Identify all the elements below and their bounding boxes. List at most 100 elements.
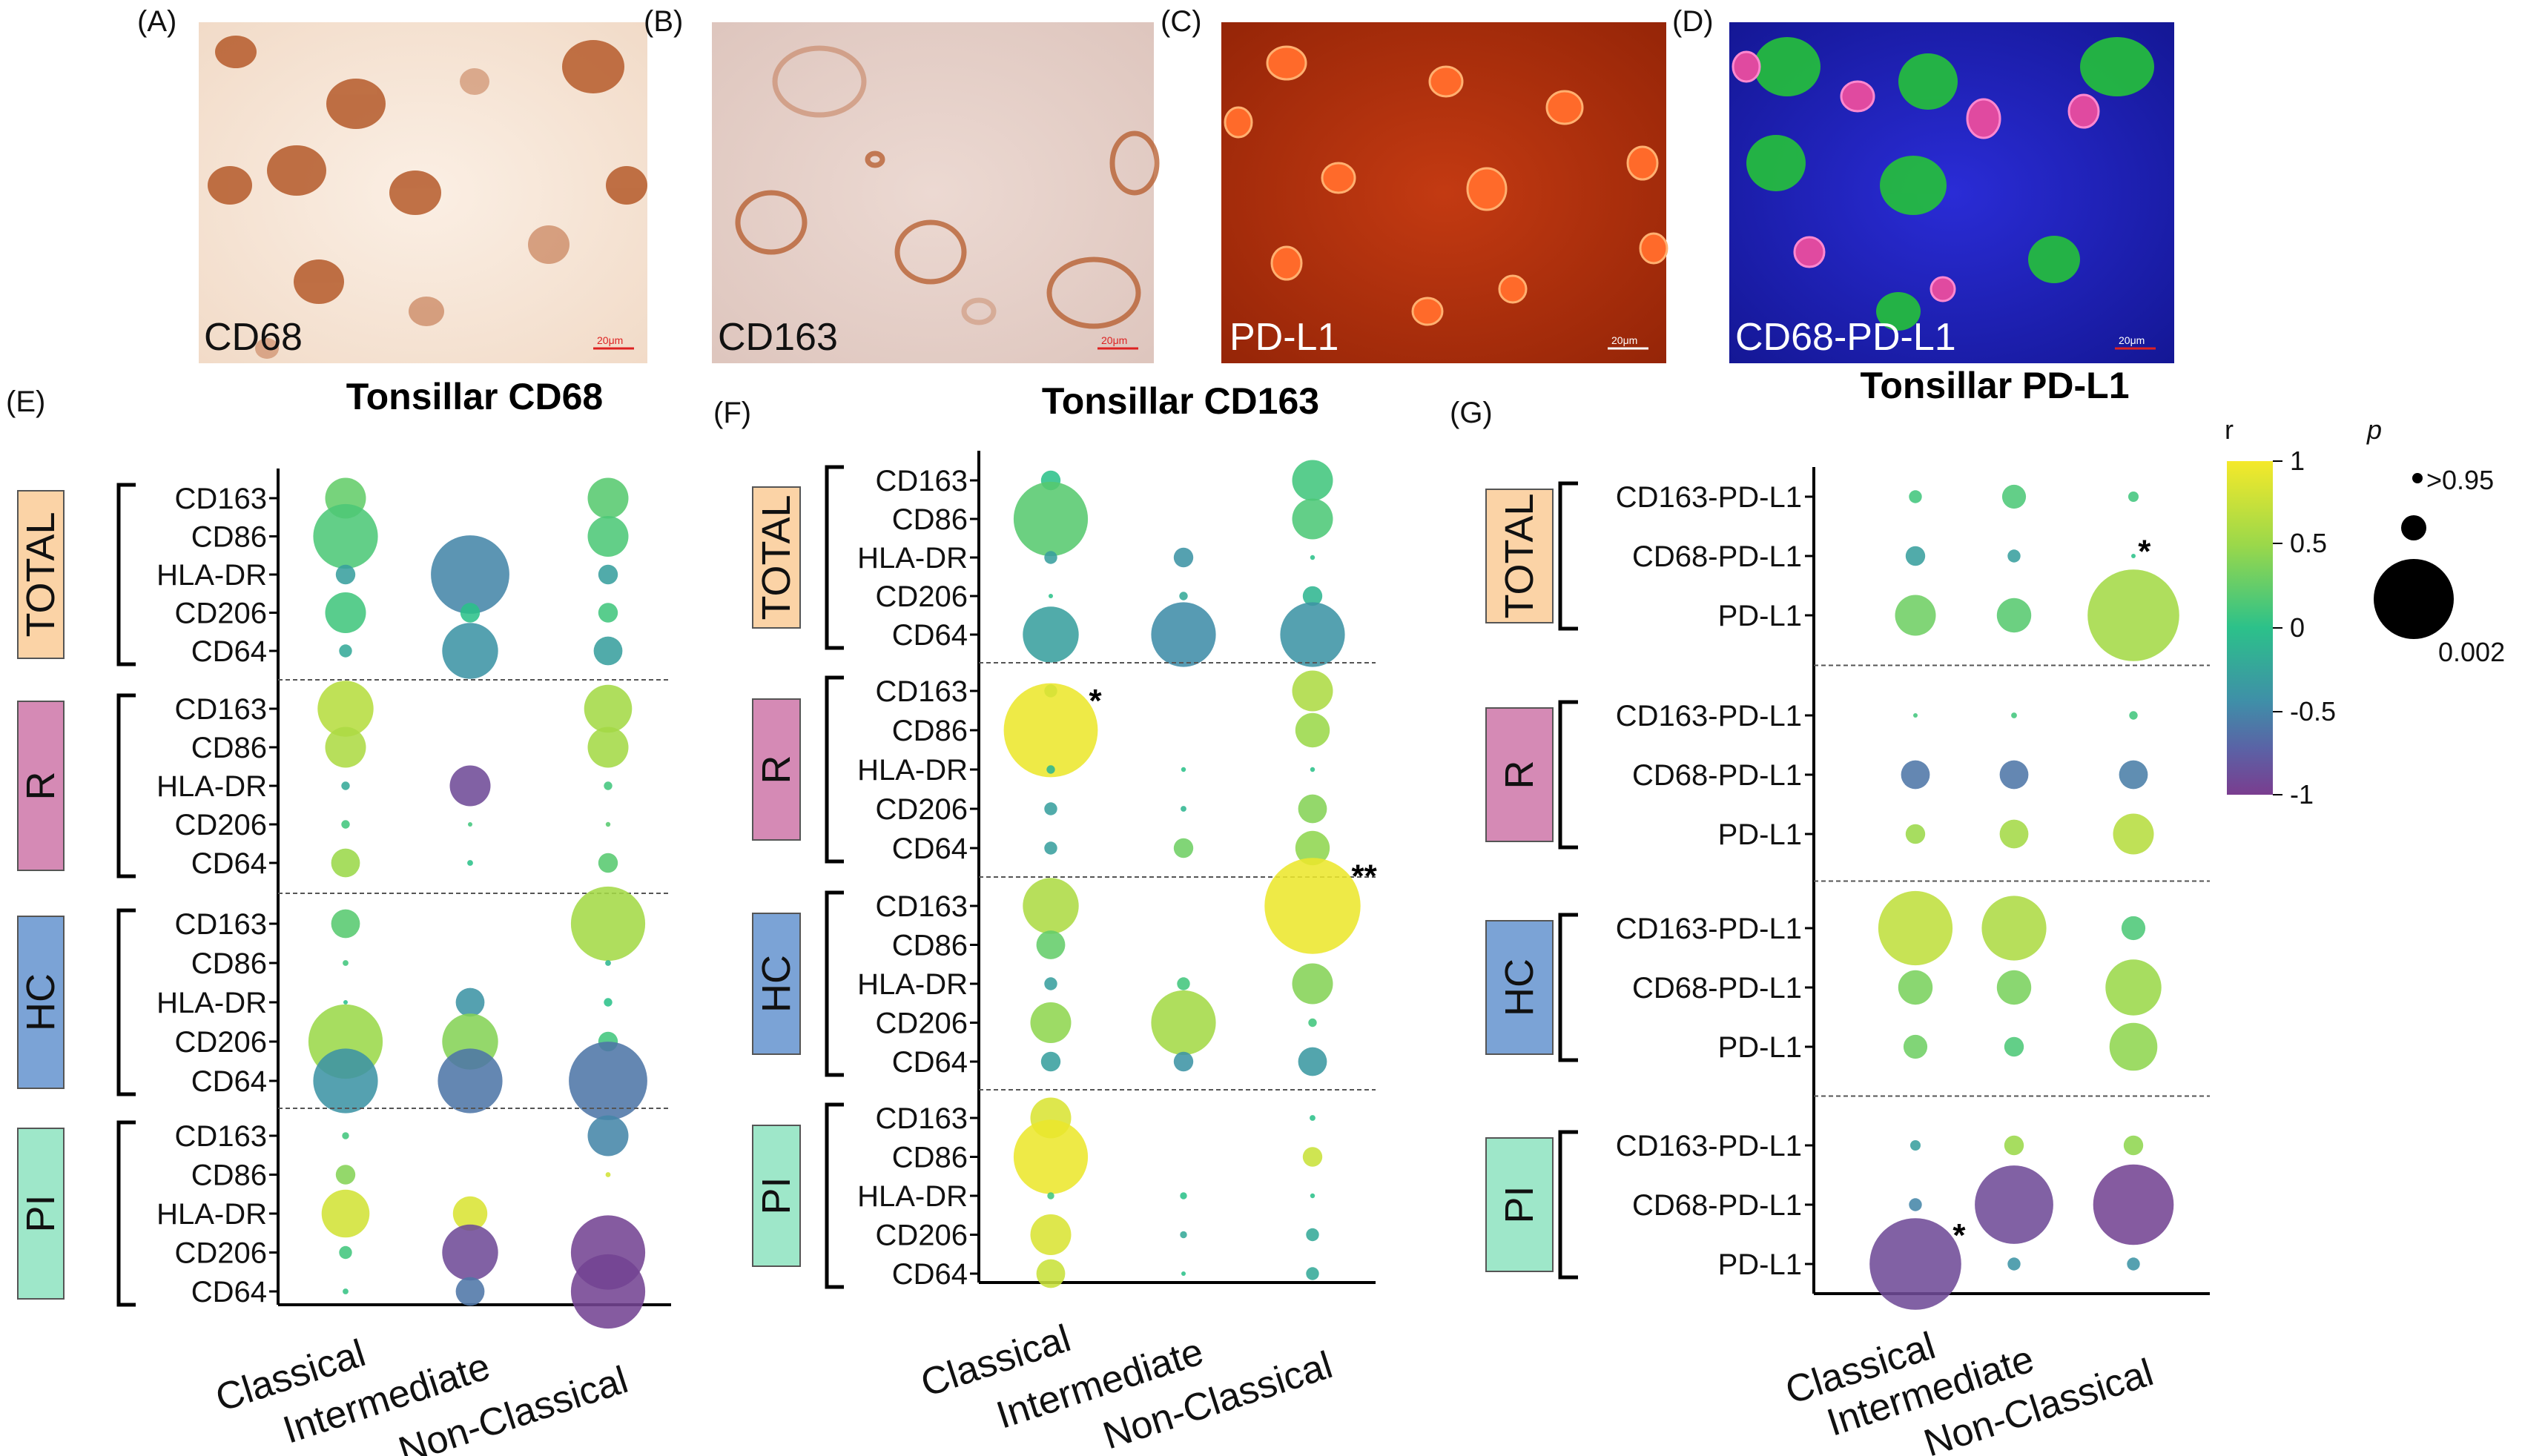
micrograph-cd68-pd-l1: (D) CD68-PD-L1 20μm <box>1672 5 2174 363</box>
bubble <box>313 1048 378 1113</box>
bubble <box>604 781 613 790</box>
bubble <box>605 960 611 966</box>
color-scale-ticks: 1 0.5 0 -0.5 -1 <box>2273 446 2336 810</box>
group-bracket <box>1558 700 1578 850</box>
scale-label: 20μm <box>1101 334 1127 346</box>
stain-label: PD-L1 <box>1229 316 1338 359</box>
row-label: HLA-DR <box>156 987 267 1019</box>
row-label: CD206 <box>875 1007 968 1040</box>
row-label: PD-L1 <box>1718 818 1802 851</box>
row-label: CD163-PD-L1 <box>1616 700 1802 732</box>
stain-label: CD68 <box>204 316 303 359</box>
group-label-box <box>1485 707 1554 842</box>
bubble <box>1310 767 1316 772</box>
bubble <box>1306 1267 1319 1280</box>
bubble <box>2131 554 2136 558</box>
bubble <box>341 820 350 829</box>
row-label: CD68-PD-L1 <box>1632 1189 1802 1222</box>
group-label: TOTAL <box>754 494 799 620</box>
group-label: R <box>754 755 799 784</box>
row-label: CD163 <box>174 1120 267 1153</box>
bubble <box>1999 819 2029 849</box>
bubble-panel-g: (G) Tonsillar PD-L1 TOTAL CD163-PD-L1 CD68-P… <box>1450 365 2210 1456</box>
bubble <box>455 1277 485 1306</box>
row-label: CD64 <box>191 1276 267 1308</box>
row-label: HLA-DR <box>156 1198 267 1231</box>
group-bracket <box>116 1120 136 1307</box>
bubble <box>1180 1192 1187 1199</box>
group-label-box <box>17 490 65 659</box>
bubble <box>2121 916 2146 941</box>
bubble <box>325 592 366 633</box>
group-bracket <box>825 890 844 1077</box>
bubble <box>2004 1036 2024 1057</box>
bubble <box>1173 1051 1194 1072</box>
group-label: TOTAL <box>1497 493 1542 618</box>
group-bracket <box>1558 481 1578 631</box>
row-label: CD64 <box>892 1046 968 1079</box>
bubble <box>343 960 349 966</box>
bubble <box>593 636 623 666</box>
row-label: HLA-DR <box>857 1180 968 1213</box>
bubble <box>1302 586 1323 606</box>
chart-title: Tonsillar CD163 <box>1042 380 1319 422</box>
panel-label: (F) <box>713 397 751 429</box>
stained-cells <box>735 45 1160 329</box>
row-label: CD206 <box>174 809 267 841</box>
row-label: CD86 <box>892 715 968 747</box>
significance-marker: * <box>1089 683 1103 719</box>
bubble <box>1049 594 1053 598</box>
size-legend-small-dot <box>2412 473 2423 483</box>
color-scale-tick-label: 1 <box>2290 446 2305 476</box>
bubble <box>587 1115 629 1156</box>
bubble-panel-e: (E) Tonsillar CD68 TOTAL CD163 CD86 HLA-DR CD2… <box>6 376 671 1456</box>
scale-label: 20μm <box>2119 334 2145 346</box>
bubble <box>584 684 633 733</box>
panel-label: (D) <box>1672 5 1714 38</box>
bubble <box>2129 711 2138 720</box>
bubble <box>317 681 374 737</box>
bubble <box>1306 1228 1319 1242</box>
bubble <box>1975 1165 2053 1244</box>
row-label: CD68-PD-L1 <box>1632 972 1802 1005</box>
bubble <box>1181 767 1186 772</box>
bubble <box>1905 546 1926 566</box>
group-label-box <box>1485 1137 1554 1272</box>
group-label-box <box>752 698 801 841</box>
bubble <box>1047 1192 1054 1199</box>
bubble <box>1981 896 2047 961</box>
row-label: CD86 <box>191 1159 267 1192</box>
group-label: HC <box>754 955 799 1013</box>
bubble <box>1310 1193 1316 1199</box>
group-label-box <box>17 1128 65 1300</box>
bubble <box>1181 1271 1186 1276</box>
group-bracket <box>1558 1130 1578 1280</box>
row-label: CD163 <box>174 693 267 726</box>
bubble <box>2011 712 2017 718</box>
bubble <box>452 1196 488 1231</box>
bubble <box>1013 1119 1089 1194</box>
row-label: CD163-PD-L1 <box>1616 913 1802 945</box>
group-bracket <box>825 465 844 650</box>
bubble <box>2127 1257 2140 1271</box>
bubble <box>1302 1147 1323 1167</box>
row-label: CD64 <box>191 847 267 880</box>
bubble <box>598 603 618 623</box>
bubble <box>2128 492 2139 502</box>
panel-label: (G) <box>1450 397 1493 429</box>
color-scale-bar <box>2227 461 2273 795</box>
group-label-box <box>1485 489 1554 623</box>
stain-label: CD68-PD-L1 <box>1735 316 1956 359</box>
bubble <box>2119 760 2148 790</box>
bubble <box>1308 1018 1317 1028</box>
color-scale-tick-label: -0.5 <box>2290 696 2336 727</box>
bubble <box>2087 569 2179 661</box>
bubble <box>335 564 356 585</box>
bubble <box>467 860 473 866</box>
bubble <box>1905 824 1926 844</box>
bubble <box>449 765 491 807</box>
size-legend-large-dot <box>2374 559 2454 639</box>
bubble <box>1013 481 1089 557</box>
bubble <box>1280 602 1345 667</box>
